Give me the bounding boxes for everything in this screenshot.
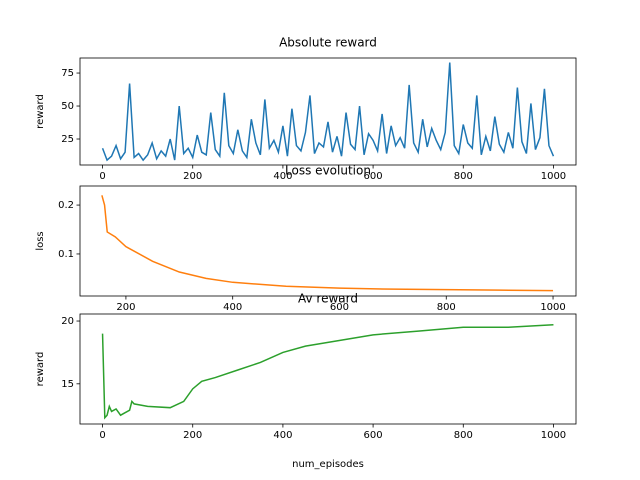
x-tick-label: 1000	[540, 302, 565, 313]
x-tick-label: 400	[273, 430, 292, 441]
x-tick-label: 400	[273, 171, 292, 182]
y-tick-label: 15	[61, 379, 74, 390]
data-line	[101, 324, 554, 420]
x-tick-label: 0	[99, 171, 105, 182]
x-tick-label: 400	[223, 302, 242, 313]
x-tick-label: 1000	[541, 171, 566, 182]
data-line	[101, 62, 555, 162]
data-line	[101, 195, 554, 292]
x-tick-label: 800	[454, 430, 473, 441]
x-tick-label: 200	[116, 302, 135, 313]
x-tick-label: 200	[183, 171, 202, 182]
x-tick-label: 600	[364, 430, 383, 441]
x-tick-label: 0	[99, 430, 105, 441]
x-tick-label: 600	[364, 171, 383, 182]
y-tick-label: 25	[61, 134, 74, 145]
y-axis-label: reward	[35, 94, 46, 129]
y-tick-label: 75	[61, 68, 74, 79]
axes-frame	[79, 57, 577, 166]
axes-title: Av reward	[298, 292, 358, 306]
axes-frame	[79, 185, 577, 297]
y-axis-label: reward	[35, 352, 46, 387]
y-tick-label: 0.1	[58, 249, 74, 260]
x-axis-label: num_episodes	[292, 459, 364, 470]
x-tick-label: 800	[437, 302, 456, 313]
y-axis-label: loss	[35, 231, 46, 250]
axes-title: Absolute reward	[279, 36, 377, 50]
x-tick-label: 800	[454, 171, 473, 182]
y-tick-label: 0.2	[58, 200, 74, 211]
axes-title: Loss evolution	[285, 164, 371, 178]
x-tick-label: 200	[183, 430, 202, 441]
axes-frame	[79, 313, 577, 425]
x-tick-label: 600	[330, 302, 349, 313]
y-tick-label: 20	[61, 316, 74, 327]
x-tick-label: 1000	[541, 430, 566, 441]
y-tick-label: 50	[61, 101, 74, 112]
